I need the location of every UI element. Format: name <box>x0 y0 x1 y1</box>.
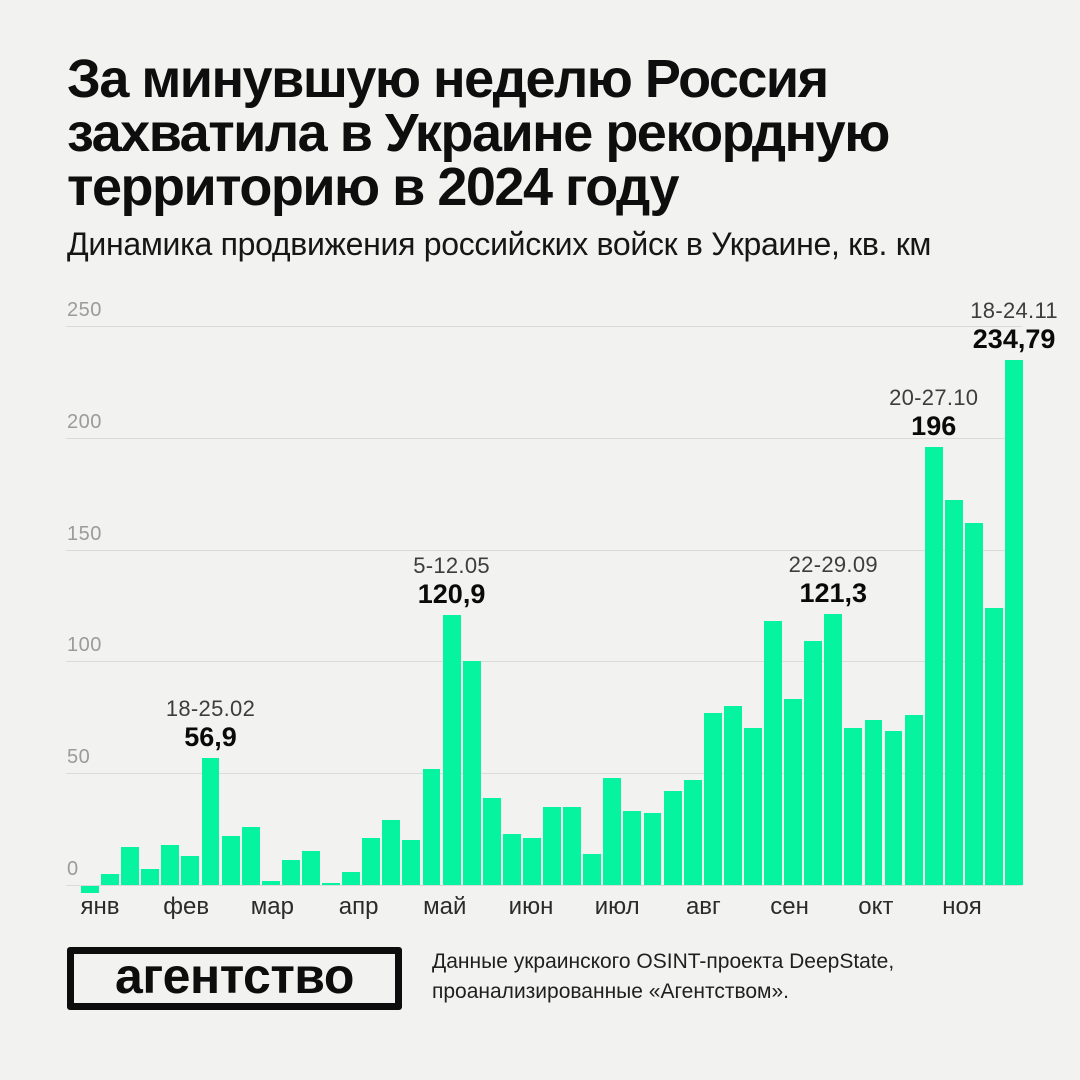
y-tick-label: 200 <box>67 410 102 433</box>
bar-week-39 <box>844 728 863 885</box>
bar-week-16 <box>382 820 401 885</box>
bar-week-38 <box>824 613 843 885</box>
y-tick-label: 0 <box>67 858 79 880</box>
gridline-50 <box>66 773 1022 775</box>
x-axis-label-ноя: ноя <box>942 893 982 920</box>
bar-week-9 <box>241 826 260 885</box>
bar-week-41 <box>884 730 903 885</box>
bar-week-45 <box>964 522 983 885</box>
bar-week-24 <box>543 806 561 885</box>
x-axis-label-мар: мар <box>250 893 294 920</box>
gridline-150 <box>66 549 1022 551</box>
bar-week-26 <box>583 853 602 885</box>
y-tick-label: 250 <box>67 299 102 321</box>
bar-week-47 <box>1005 360 1024 885</box>
annotation-value: 196 <box>911 410 957 441</box>
gridline-250 <box>66 326 1022 327</box>
page-title: За минувшую неделю Россия захватила в Ук… <box>67 49 890 217</box>
bar-week-29 <box>643 813 662 885</box>
bar-week-42 <box>904 715 923 885</box>
bar-week-40 <box>864 719 883 885</box>
bar-week-25 <box>563 806 582 885</box>
annotation-date: 5-12.05 <box>413 552 490 578</box>
bar-week-23 <box>522 838 541 885</box>
annotation-value: 234,79 <box>972 324 1056 355</box>
annotation-date: 18-24.11 <box>970 298 1058 324</box>
annotation-date: 20-27.10 <box>889 384 979 410</box>
bar-week-1 <box>81 886 99 893</box>
bar-week-12 <box>301 851 320 885</box>
title-line-1: За минувшую неделю Россия <box>67 49 829 109</box>
annotation-22-29.09: 22-29.09 121,3 <box>789 552 878 608</box>
bar-week-28 <box>623 811 642 885</box>
bar-week-33 <box>723 706 742 885</box>
bar-week-3 <box>121 846 140 885</box>
bar-week-11 <box>281 860 300 885</box>
bar-week-22 <box>502 833 521 885</box>
annotation-20-27.10: 20-27.10 196 <box>889 385 978 441</box>
bar-week-8 <box>221 835 240 885</box>
title-line-3: территорию в 2024 году <box>67 157 680 217</box>
annotation-value: 120,9 <box>417 578 486 609</box>
x-axis-label-май: май <box>423 893 467 920</box>
gridline-0 <box>66 885 1022 886</box>
annotation-date: 22-29.09 <box>788 551 878 577</box>
bar-week-5 <box>161 844 180 885</box>
x-axis-label-июл: июл <box>594 893 640 920</box>
y-tick-label: 100 <box>67 634 102 657</box>
bar-week-46 <box>985 607 1003 885</box>
bar-week-21 <box>482 797 501 885</box>
x-axis-label-сен: сен <box>770 893 809 920</box>
bar-week-35 <box>764 621 782 885</box>
bar-week-37 <box>804 641 823 885</box>
bar-week-44 <box>944 500 963 885</box>
annotation-5-12.05: 5-12.05 120,9 <box>413 553 490 609</box>
annotation-date: 18-25.02 <box>165 695 256 721</box>
gridline-100 <box>66 661 1022 663</box>
agentstvo-logo: агентство <box>67 947 402 1010</box>
bar-week-18 <box>422 768 441 885</box>
bar-week-6 <box>181 855 200 885</box>
source-line-1: Данные украинского OSINT-проекта DeepSta… <box>432 950 895 973</box>
x-axis-label-авг: авг <box>685 893 721 920</box>
bar-week-32 <box>703 712 722 885</box>
bar-week-15 <box>362 838 381 885</box>
chart-subtitle: Динамика продвижения российских войск в … <box>67 226 932 262</box>
bar-week-19 <box>442 614 461 885</box>
bar-week-31 <box>683 779 702 885</box>
y-tick-label: 50 <box>67 746 91 769</box>
bar-week-10 <box>261 880 280 885</box>
bar-week-36 <box>784 699 803 885</box>
x-axis-label-апр: апр <box>338 893 379 920</box>
bar-week-4 <box>141 869 160 885</box>
bar-week-20 <box>462 661 481 885</box>
bar-week-13 <box>322 882 340 885</box>
bar-week-27 <box>603 777 622 885</box>
annotation-18-24.11: 18-24.11 234,79 <box>970 298 1058 354</box>
bar-week-34 <box>743 728 762 885</box>
annotation-value: 121,3 <box>799 577 868 608</box>
annotation-18-25.02: 18-25.02 56,9 <box>166 696 255 752</box>
bar-week-7 <box>201 757 220 885</box>
gridline-200 <box>66 437 1022 439</box>
source-note: Данные украинского OSINT-проекта DeepSta… <box>432 947 894 1007</box>
x-axis-label-окт: окт <box>858 893 894 920</box>
bar-week-14 <box>342 871 361 885</box>
x-axis-label-фев: фев <box>163 893 210 920</box>
bar-week-17 <box>402 840 421 885</box>
y-tick-label: 150 <box>67 522 102 545</box>
source-line-2: проанализированные «Агентством». <box>432 980 789 1003</box>
bar-week-2 <box>101 873 119 885</box>
title-line-2: захватила в Украине рекордную <box>67 103 890 163</box>
x-axis-label-янв: янв <box>80 893 120 920</box>
x-axis-label-июн: июн <box>508 893 554 920</box>
bar-week-43 <box>924 446 943 885</box>
annotation-value: 56,9 <box>184 721 237 752</box>
logo-text: агентство <box>115 948 354 1004</box>
bar-week-30 <box>663 791 682 885</box>
